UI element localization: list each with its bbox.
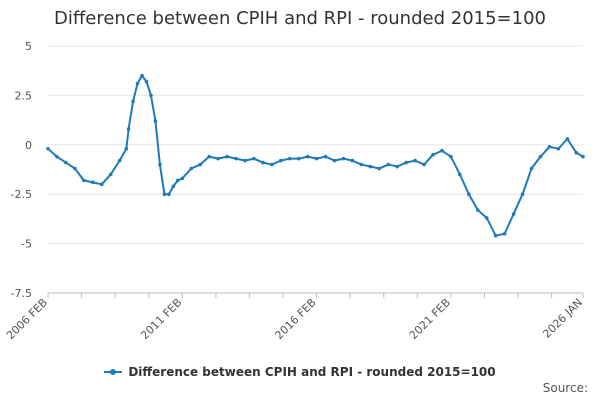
data-point: [140, 73, 144, 78]
data-point: [475, 208, 480, 212]
data-point: [529, 166, 534, 171]
data-point: [124, 146, 129, 151]
data-point: [359, 162, 364, 167]
y-tick-label: 5: [25, 40, 32, 53]
y-tick-label: -5: [21, 238, 32, 251]
data-point: [467, 192, 471, 196]
y-tick-label: -2.5: [11, 188, 32, 201]
data-point: [547, 144, 552, 149]
data-point: [574, 150, 579, 155]
data-point: [64, 160, 68, 165]
x-tick-label: 2011 FEB: [138, 296, 184, 342]
y-tick-label: 0: [25, 139, 32, 152]
data-point: [323, 154, 328, 159]
data-point: [261, 160, 265, 165]
y-tick-label: 2.5: [15, 89, 33, 102]
data-point: [171, 184, 176, 189]
data-point: [341, 156, 346, 161]
data-point: [511, 212, 516, 216]
data-point: [556, 146, 561, 151]
data-point: [149, 93, 153, 98]
data-point: [158, 162, 162, 167]
data-point: [395, 164, 400, 169]
x-tick-label: 2016 FEB: [273, 296, 319, 342]
data-point: [386, 162, 391, 167]
data-point: [189, 166, 194, 171]
data-point: [440, 148, 444, 153]
data-point: [243, 158, 247, 163]
data-point: [207, 154, 211, 159]
x-tick-label: 2021 FEB: [407, 296, 453, 342]
data-point: [538, 154, 543, 159]
data-point: [225, 154, 229, 159]
data-point: [176, 178, 180, 183]
data-point: [431, 152, 435, 157]
data-point: [413, 158, 417, 163]
legend-line-marker-icon: [104, 366, 123, 378]
data-point: [180, 176, 185, 181]
data-point: [252, 156, 256, 161]
data-point: [108, 172, 113, 177]
data-point: [117, 158, 122, 163]
data-point: [82, 178, 86, 183]
legend[interactable]: Difference between CPIH and RPI - rounde…: [0, 365, 600, 379]
data-point: [99, 182, 104, 187]
data-point: [46, 146, 50, 151]
data-point: [167, 192, 171, 196]
data-point: [287, 156, 292, 161]
data-point: [449, 154, 453, 159]
data-point: [377, 166, 382, 171]
data-point: [422, 162, 426, 167]
data-point: [234, 156, 238, 161]
data-point: [502, 231, 507, 236]
data-point: [73, 166, 77, 171]
data-point: [458, 172, 462, 177]
x-tick-label: 2026 JAN: [540, 296, 585, 341]
data-point: [135, 81, 140, 86]
data-point: [90, 180, 95, 185]
chart-title: Difference between CPIH and RPI - rounde…: [54, 8, 546, 29]
source-label: Source:: [542, 381, 588, 395]
data-point: [279, 158, 283, 163]
data-point: [126, 127, 131, 131]
data-point: [314, 156, 319, 161]
y-tick-label: -7.5: [11, 287, 32, 300]
x-tick-label: 2006 FEB: [4, 296, 50, 342]
data-point: [484, 216, 489, 220]
data-point: [144, 79, 149, 84]
data-point: [520, 192, 525, 196]
data-point: [332, 158, 337, 163]
data-point: [270, 162, 274, 167]
data-point: [581, 154, 585, 159]
data-point: [55, 154, 59, 159]
data-point: [404, 160, 408, 165]
data-point: [296, 156, 301, 161]
data-point: [368, 164, 373, 169]
data-point: [162, 192, 167, 196]
data-point: [131, 99, 135, 104]
data-point: [350, 158, 355, 163]
data-point: [198, 162, 203, 167]
data-point: [216, 156, 220, 161]
legend-label: Difference between CPIH and RPI - rounde…: [128, 365, 496, 379]
data-point: [305, 154, 310, 159]
data-point: [565, 137, 570, 141]
series-line: [47, 74, 584, 237]
data-point: [153, 119, 158, 123]
data-point: [493, 233, 498, 238]
